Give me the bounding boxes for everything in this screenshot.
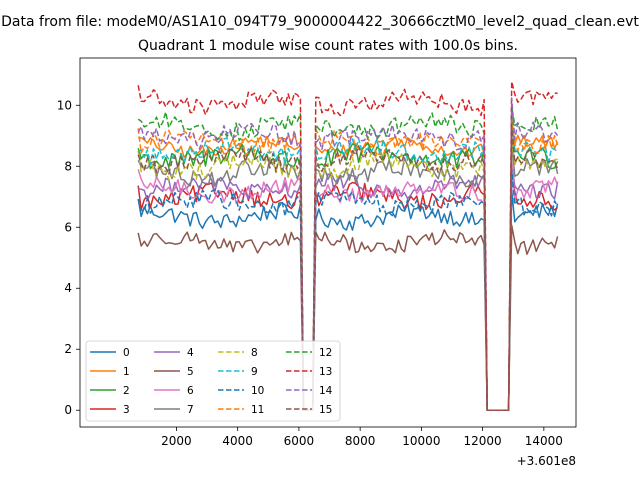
- legend-label-12: 12: [319, 347, 332, 359]
- x-offset-label: +3.601e8: [517, 454, 576, 468]
- x-tick-label: 4000: [222, 434, 253, 448]
- legend-label-9: 9: [251, 366, 258, 378]
- x-tick-label: 2000: [161, 434, 192, 448]
- legend-label-0: 0: [123, 347, 130, 359]
- x-tick-label: 14000: [525, 434, 563, 448]
- legend-label-15: 15: [319, 404, 332, 416]
- legend-label-5: 5: [187, 366, 194, 378]
- legend-label-3: 3: [123, 404, 130, 416]
- x-tick-label: 6000: [284, 434, 315, 448]
- y-tick-label: 8: [64, 159, 72, 173]
- series-layer: [137, 80, 559, 411]
- y-axis: 0 2 4 6 8 10: [57, 98, 80, 417]
- x-tick-label: 8000: [345, 434, 376, 448]
- y-tick-label: 0: [64, 403, 72, 417]
- chart-title: Quadrant 1 module wise count rates with …: [138, 38, 518, 54]
- legend-label-13: 13: [319, 366, 332, 378]
- y-tick-label: 6: [64, 220, 72, 234]
- legend-label-6: 6: [187, 385, 194, 397]
- y-tick-label: 4: [64, 281, 72, 295]
- legend-label-11: 11: [251, 404, 264, 416]
- y-tick-label: 10: [57, 98, 72, 112]
- legend-label-14: 14: [319, 385, 333, 397]
- x-tick-label: 12000: [464, 434, 502, 448]
- x-tick-label: 10000: [402, 434, 440, 448]
- legend-box: [85, 340, 341, 422]
- series-line-15: [137, 126, 559, 411]
- series-line-11: [137, 117, 559, 411]
- legend-label-7: 7: [187, 404, 194, 416]
- axes-frame: [79, 57, 577, 428]
- legend-label-10: 10: [251, 385, 264, 397]
- y-tick-label: 2: [64, 342, 72, 356]
- legend-label-1: 1: [123, 366, 130, 378]
- figure-suptitle: Data from file: modeM0/AS1A10_094T79_900…: [1, 14, 639, 30]
- legend-label-8: 8: [251, 347, 258, 359]
- x-axis: 2000 4000 6000 8000 10000 12000 14000: [161, 427, 563, 448]
- legend-label-2: 2: [123, 385, 130, 397]
- legend-label-4: 4: [187, 347, 194, 359]
